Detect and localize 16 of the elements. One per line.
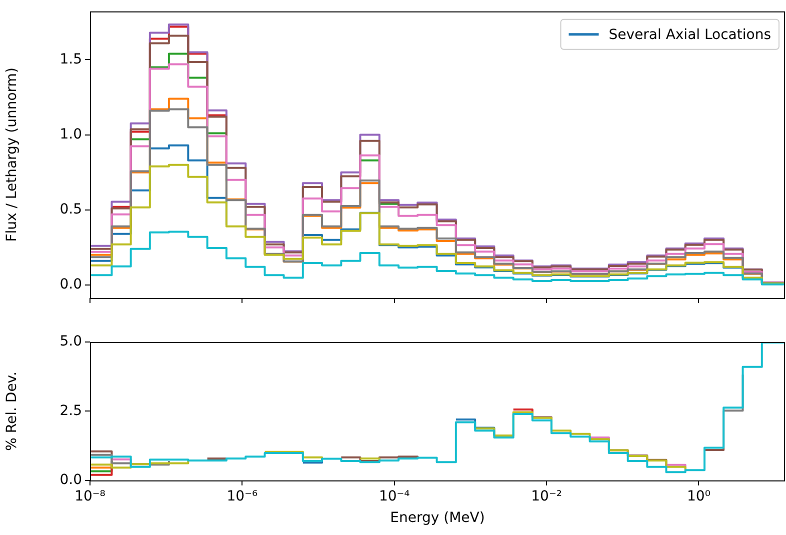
y-tick-label: 0.0 [60,276,82,293]
y-tick-label: 1.0 [60,126,82,142]
y-axis-title: Flux / Lethargy (unnorm) [4,68,20,242]
y-tick-label: 5.0 [60,334,82,350]
y-tick-label: 0.0 [60,472,82,488]
legend-label: Several Axial Locations [608,27,772,44]
x-tick-label: 10⁻² [531,488,562,504]
x-axis-title: Energy (MeV) [390,510,485,526]
y-axis-title: % Rel. Dev. [4,372,20,451]
x-tick-label: 10⁻⁶ [226,488,258,504]
y-tick-label: 2.5 [60,402,82,419]
x-tick-label: 10⁻⁴ [378,488,410,504]
x-tick-label: 10⁰ [687,488,711,504]
x-tick-label: 10⁻⁸ [74,488,106,504]
y-tick-label: 0.5 [60,202,82,218]
y-tick-label: 1.5 [60,51,82,68]
